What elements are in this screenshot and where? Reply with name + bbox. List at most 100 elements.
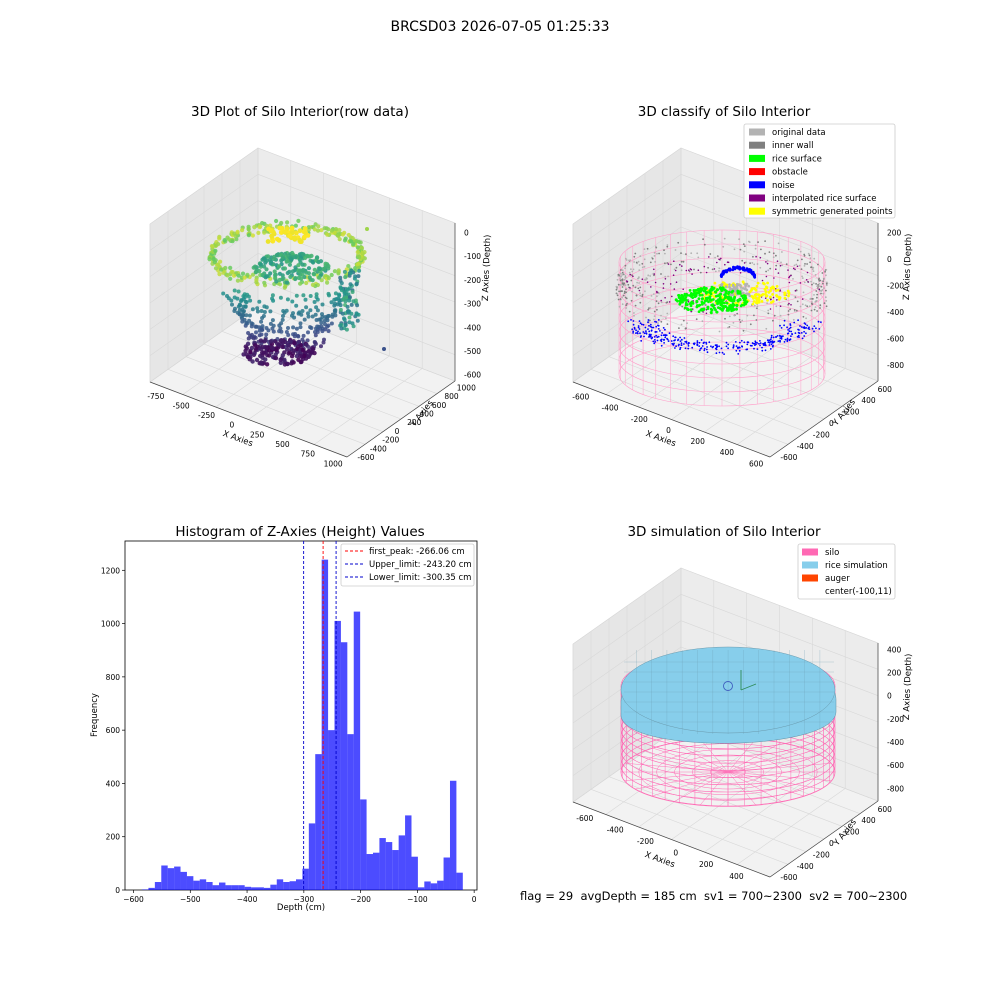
p2-point-wall	[639, 292, 641, 294]
p2-point-noise	[798, 336, 800, 339]
p1-point	[312, 267, 317, 272]
p2-point-wall	[630, 299, 633, 302]
p1-point	[349, 239, 354, 244]
p2-point-noise	[652, 340, 655, 343]
p1-point	[312, 300, 317, 304]
p2-point-noise	[789, 324, 792, 326]
p2-point-noise	[737, 347, 739, 350]
p2-point-interp	[646, 281, 649, 284]
p2-point-wall	[812, 266, 815, 269]
p1-x-tick-6: 750	[301, 450, 316, 459]
p2-point-noise	[756, 342, 758, 344]
p1-point	[207, 257, 212, 262]
p2-point-rice	[697, 297, 701, 301]
p2-point-rice	[718, 293, 722, 296]
p2-point-wall	[825, 289, 827, 292]
p2-point-wall	[815, 299, 818, 302]
p2-grid-side-w	[572, 147, 682, 225]
p1-point	[255, 306, 260, 311]
p1-point	[323, 261, 328, 266]
p1-point	[246, 331, 251, 335]
p2-point-wall	[623, 292, 626, 294]
p2-legend-label-3: obstacle	[772, 168, 808, 178]
p2-point-rice	[722, 307, 725, 310]
p1-point	[274, 347, 279, 352]
p2-point-wall	[660, 314, 662, 317]
p4-z-tick-2: -400	[887, 738, 904, 747]
p1-y-tick-3: 0	[395, 427, 400, 436]
p2-point-rice	[702, 286, 706, 289]
p1-point	[253, 270, 258, 275]
p2-z-tick-4: 0	[887, 255, 892, 264]
p2-point-rice	[738, 298, 742, 301]
p2-point-rice	[727, 309, 730, 312]
p1-y-axis-line	[346, 380, 456, 458]
p2-point-wall	[756, 263, 759, 265]
p2-point-wall	[801, 277, 804, 279]
p3-bar	[186, 876, 194, 890]
p2-point-noise	[777, 340, 780, 342]
p2-point-wall	[799, 250, 802, 253]
p2-point-original	[739, 284, 742, 288]
p2-point-wall	[641, 266, 644, 269]
p2-point-wall	[658, 252, 660, 255]
p2-point-interp	[653, 268, 655, 271]
p1-point	[302, 317, 307, 322]
p1-point	[326, 323, 331, 328]
p2-point-wall	[665, 317, 667, 320]
p2-point-noise	[683, 337, 686, 339]
p2-point-wall	[633, 255, 636, 258]
p2-point-noise	[732, 344, 735, 346]
p2-point-wall	[818, 282, 821, 285]
p2-point-noise	[786, 332, 789, 335]
p2-point-noise	[687, 343, 690, 345]
p2-point-interp	[662, 287, 665, 289]
p1-x-tick-0: -750	[147, 392, 164, 401]
p1-point	[296, 334, 301, 339]
p2-point-symmetric	[707, 293, 710, 296]
p2-point-wall	[822, 292, 825, 295]
p2-point-noise	[793, 321, 796, 324]
p2-point-noise	[737, 353, 740, 355]
p1-point	[257, 269, 262, 274]
p1-point	[228, 265, 233, 270]
p2-point-noise	[661, 332, 663, 334]
p1-point	[236, 289, 241, 294]
p1-point	[247, 313, 252, 318]
p4-silo-floor-spoke	[635, 771, 729, 790]
p2-point-noise	[662, 339, 665, 341]
p1-point	[235, 278, 240, 283]
panel3-reference-lines	[303, 541, 337, 890]
p2-point-rice	[714, 290, 718, 294]
p2-point-noise	[639, 322, 642, 325]
p2-point-wall	[810, 302, 813, 305]
p1-point	[312, 227, 317, 232]
p2-point-wall	[816, 285, 819, 288]
p1-x-axis-line	[149, 381, 348, 458]
p2-point-interp	[713, 268, 716, 270]
p2-point-wall	[621, 273, 624, 276]
p3-x-tick-3: −300	[294, 895, 315, 904]
p2-point-wall	[760, 248, 762, 251]
p3-y-tick-3: 600	[106, 726, 121, 735]
p1-point	[246, 233, 251, 238]
panel1-title: 3D Plot of Silo Interior(row data)	[191, 104, 409, 120]
p2-point-wall	[808, 305, 811, 308]
p3-bar	[308, 823, 316, 890]
p2-point-symmetric	[754, 288, 758, 292]
p2-point-rice	[723, 304, 727, 308]
p1-point	[277, 329, 282, 334]
p2-point-wall	[638, 282, 640, 284]
p2-point-noise	[811, 327, 814, 330]
p2-point-noise	[800, 332, 803, 334]
p2-point-noise	[696, 341, 699, 344]
p2-point-noise	[754, 341, 757, 344]
p1-point	[268, 259, 274, 264]
p2-point-noise	[703, 349, 706, 352]
p1-point	[228, 276, 233, 281]
p1-point	[217, 272, 222, 277]
p1-point	[272, 269, 277, 274]
p1-point	[261, 314, 266, 318]
p2-point-interp	[788, 302, 790, 305]
p1-point	[299, 359, 304, 364]
